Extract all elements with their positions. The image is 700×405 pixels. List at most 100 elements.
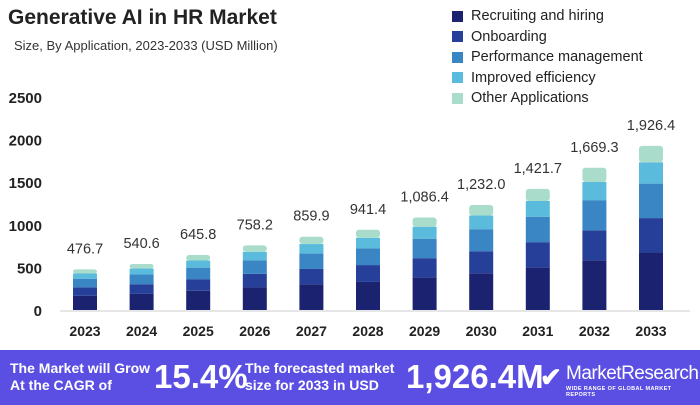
bar-segment [242,260,267,274]
data-label: 941.4 [350,202,386,218]
bar-segment [73,273,97,279]
bar-segment [299,236,324,245]
data-label: 476.7 [67,241,103,257]
bar-segment [73,295,97,310]
bar-segment [242,287,267,310]
legend-label: Performance management [471,49,643,66]
data-label: 1,421.7 [514,161,562,177]
bar-segment [356,265,380,282]
legend-swatch [452,31,463,43]
cagr-text-2: At the CAGR of [10,377,112,393]
data-label: 1,669.3 [570,140,618,156]
y-tick-label: 1500 [9,175,42,192]
bar-segment [412,258,437,278]
bar-segment [299,244,324,254]
x-tick-label: 2026 [239,323,270,339]
bar-segment [412,277,437,310]
bar-segment [525,242,550,268]
bar-segment [582,182,607,201]
legend: Recruiting and hiring Onboarding Performan… [452,6,643,109]
x-tick-label: 2032 [579,323,610,339]
y-tick-label: 500 [17,260,42,277]
legend-item: Other Applications [452,88,643,109]
legend-swatch [452,10,463,22]
brand-name: MarketResearch [566,363,699,384]
bar-segment [469,251,494,274]
bar-segment [469,229,494,252]
data-label: 540.6 [123,236,159,252]
bar-segment [356,248,380,266]
bar-segment [186,267,211,280]
x-tick-label: 2028 [352,323,383,339]
bar-segment [73,287,97,296]
bar-segment [186,260,211,268]
forecast-value: 1,926.4M [406,358,544,395]
legend-label: Other Applications [471,90,589,107]
data-label: 859.9 [293,209,329,225]
bar-segment [299,284,324,310]
bar-segment [582,167,607,183]
forecast-text-1: The forecasted market [245,360,395,376]
legend-swatch [452,51,463,63]
y-tick-label: 2500 [9,90,42,107]
x-tick-label: 2031 [522,323,553,339]
bar-segment [582,230,607,261]
bar-segment [299,253,324,269]
bar-segment [356,281,380,310]
data-label: 758.2 [237,217,273,233]
legend-label: Improved efficiency [471,69,596,86]
y-tick-label: 2000 [9,133,42,150]
bar-segment [186,279,211,291]
brand-tagline: WIDE RANGE OF GLOBAL MARKET REPORTS [566,386,672,398]
legend-item: Improved efficiency [452,68,643,89]
bar-segment [129,268,154,275]
bar-segment [186,254,211,261]
chart-plot: 0 500 1000 1500 2000 2500 476.7 2023 540.6 2024 64… [9,90,690,339]
data-label: 1,086.4 [400,189,448,205]
legend-item: Recruiting and hiring [452,6,643,27]
bar-segment [525,267,550,310]
bar-segment [525,188,550,201]
bar-segment [129,263,154,269]
x-tick-label: 2033 [635,323,666,339]
bar-segment [73,278,97,288]
cagr-value: 15.4% [154,358,248,395]
data-label: 1,926.4 [627,118,675,134]
x-tick-label: 2029 [409,323,440,339]
bar-segment [186,290,211,310]
bar-segment [639,252,663,310]
bar-segment [582,260,607,310]
bar-segment [356,237,380,249]
bar-segment [469,273,494,310]
bar-segment [412,226,437,239]
bar-segment [356,229,380,238]
legend-item: Performance management [452,47,643,68]
brand-logo-icon: ✔ [540,362,562,392]
y-tick-label: 0 [34,303,42,320]
bar-segment [639,145,663,163]
x-tick-label: 2030 [466,323,497,339]
data-label: 645.8 [180,227,216,243]
bar-segment [129,293,154,310]
y-tick-label: 1000 [9,218,42,235]
bar-segment [469,215,494,230]
bar-segment [73,269,97,274]
legend-item: Onboarding [452,27,643,48]
summary-banner: The Market will Grow At the CAGR of 15.4… [0,350,700,405]
legend-label: Onboarding [471,28,547,45]
bar-segment [469,205,494,216]
bar-segment [525,216,550,243]
bar-segment [412,238,437,259]
chart-subtitle: Size, By Application, 2023-2033 (USD Mil… [14,38,278,53]
legend-swatch [452,92,463,104]
bar-segment [129,274,154,285]
bar-segment [639,183,663,219]
bar-segment [299,268,324,285]
data-label: 1,232.0 [457,177,505,193]
bar-segment [639,218,663,253]
x-tick-label: 2027 [296,323,327,339]
bar-segment [525,200,550,217]
bar-segment [129,284,154,294]
legend-label: Recruiting and hiring [471,8,604,25]
x-tick-label: 2024 [126,323,157,339]
